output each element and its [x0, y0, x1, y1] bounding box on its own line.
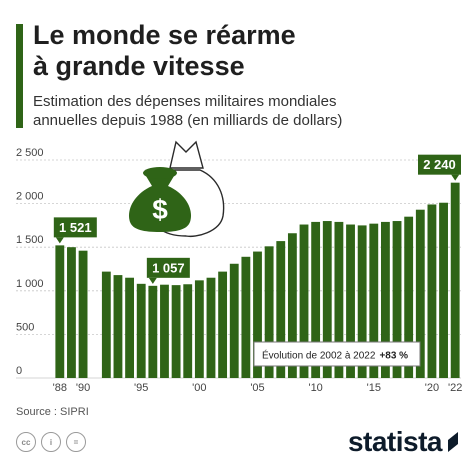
x-tick-label: '95	[134, 382, 148, 394]
title-line-2: à grande vitesse	[33, 51, 245, 81]
bar	[253, 251, 262, 378]
bar	[229, 263, 239, 378]
x-tick-label: '88	[53, 382, 67, 394]
change-annotation: Évolution de 2002 à 2022 +83 %	[253, 341, 421, 367]
annotation-value: +83 %	[379, 351, 408, 362]
bar	[264, 246, 274, 378]
title-line-1: Le monde se réarme	[33, 20, 296, 50]
value-callout: 1 057	[146, 257, 190, 284]
x-tick-label: '20	[425, 382, 439, 394]
bar	[322, 221, 332, 378]
y-tick-label: 2 000	[16, 191, 44, 203]
callout-pointer	[451, 174, 460, 181]
x-tick-label: '90	[76, 382, 90, 394]
bar	[171, 285, 181, 378]
bar	[241, 256, 251, 378]
bar	[67, 247, 76, 378]
annotation-text: Évolution de 2002 à 2022 +83 %	[262, 349, 408, 362]
attribution-icon[interactable]: i	[41, 432, 61, 452]
chart-title: Le monde se réarme à grande vitesse	[33, 20, 453, 82]
bar	[334, 221, 344, 378]
source-label: Source : SIPRI	[16, 406, 89, 418]
value-callouts: 1 521 1 057 2 240	[53, 154, 461, 284]
callout-box	[53, 217, 97, 238]
value-callout: 2 240	[418, 154, 461, 181]
license-icons: cc i =	[16, 432, 86, 452]
callout-label: 1 521	[59, 220, 92, 235]
x-tick-label: '22	[448, 382, 462, 394]
bar	[160, 284, 169, 378]
callout-box	[146, 257, 190, 278]
bar	[299, 224, 309, 378]
bar	[415, 209, 425, 378]
annotation-box	[253, 341, 421, 367]
bar	[148, 285, 158, 378]
bar	[136, 283, 146, 378]
y-axis-labels: 0 500 1 000 1 500 2 000 2 500	[16, 147, 44, 377]
bar	[113, 275, 123, 378]
bar	[311, 221, 321, 378]
bar	[369, 223, 379, 378]
bars	[55, 182, 460, 378]
annotation-label: Évolution de 2002 à 2022	[262, 349, 376, 362]
bar	[194, 280, 204, 378]
creative-commons-icon[interactable]: cc	[16, 432, 36, 452]
illustration: $	[128, 140, 225, 238]
chart-subtitle: Estimation des dépenses militaires mondi…	[33, 92, 453, 130]
callout-box	[418, 154, 461, 175]
bar	[392, 221, 402, 378]
callout-label: 1 057	[152, 260, 185, 275]
bar	[380, 221, 390, 378]
bar	[276, 241, 286, 378]
subtitle-line-2: annuelles depuis 1988 (en milliards de d…	[33, 112, 343, 129]
bar	[346, 224, 355, 378]
y-tick-label: 1 500	[16, 234, 44, 246]
y-tick-label: 2 500	[16, 147, 44, 159]
bar	[427, 204, 437, 378]
subtitle-line-1: Estimation des dépenses militaires mondi…	[33, 93, 337, 110]
brand-name: statista	[347, 426, 443, 457]
title-accent-bar	[16, 24, 23, 128]
x-axis-labels: '88 '90 '95 '00 '05 '10 '15 '20 '22	[53, 382, 463, 394]
bar	[78, 250, 88, 378]
bar	[101, 271, 111, 378]
svg-text:$: $	[152, 194, 168, 225]
y-tick-label: 1 000	[16, 278, 44, 290]
bar	[439, 202, 448, 378]
x-tick-label: '00	[192, 382, 206, 394]
value-callout: 1 521	[53, 217, 97, 244]
bar	[450, 182, 460, 378]
bar	[218, 271, 228, 378]
x-tick-label: '15	[367, 382, 381, 394]
callout-label: 2 240	[423, 157, 456, 172]
y-tick-label: 500	[16, 321, 34, 333]
x-tick-label: '10	[308, 382, 322, 394]
bar	[206, 277, 216, 378]
bar	[55, 245, 65, 378]
bar	[183, 284, 193, 378]
statista-logo[interactable]: statista	[348, 426, 460, 458]
x-tick-label: '05	[250, 382, 264, 394]
callout-pointer	[148, 277, 157, 284]
bar	[404, 216, 414, 378]
bar	[287, 233, 297, 378]
callout-pointer	[55, 237, 64, 244]
y-tick-label: 0	[16, 365, 22, 377]
bar	[125, 277, 135, 378]
statista-mark-icon	[448, 432, 458, 452]
bar	[357, 225, 367, 378]
money-bag-icon: $	[128, 167, 192, 232]
no-derivatives-icon[interactable]: =	[66, 432, 86, 452]
